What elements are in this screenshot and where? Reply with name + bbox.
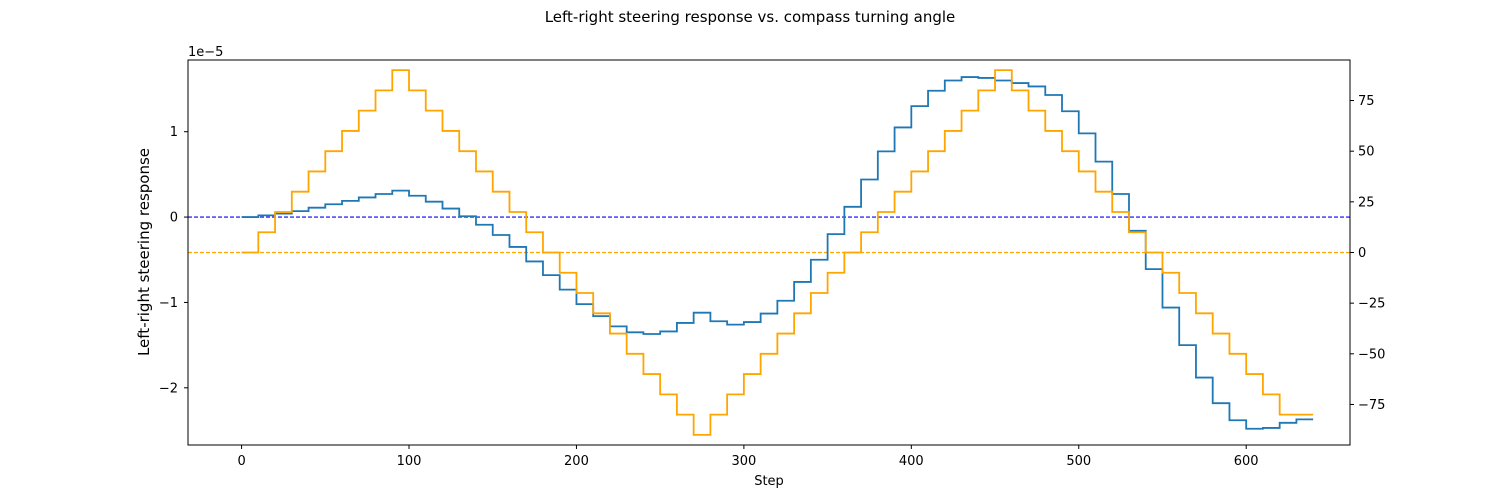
- y2-tick-label: 75: [1358, 94, 1375, 109]
- series-layer: [241, 69, 1314, 436]
- y-axis-ticks: −2 −1 0 1: [159, 125, 188, 396]
- x-tick-label: 300: [731, 454, 756, 469]
- series-line-right: [241, 69, 1314, 436]
- y-tick-label: −1: [159, 296, 178, 311]
- x-axis-title: Step: [754, 474, 784, 489]
- y-tick-label: 0: [170, 211, 178, 226]
- y2-tick-label: −75: [1358, 398, 1385, 413]
- x-tick-label: 500: [1066, 454, 1091, 469]
- x-tick-label: 0: [237, 454, 245, 469]
- y2-tick-label: 25: [1358, 195, 1375, 210]
- x-tick-label: 100: [397, 454, 422, 469]
- plot-frame: [187, 59, 1351, 446]
- y-tick-label: −2: [159, 381, 178, 396]
- y-axis-title: Left-right steering response: [135, 148, 153, 356]
- y2-tick-label: −25: [1358, 297, 1385, 312]
- y2-tick-label: −50: [1358, 347, 1385, 362]
- x-tick-label: 200: [564, 454, 589, 469]
- y-tick-label: 1: [170, 125, 178, 140]
- x-tick-label: 600: [1234, 454, 1259, 469]
- y2-tick-label: 0: [1358, 246, 1366, 261]
- y2-tick-label: 50: [1358, 145, 1375, 160]
- reference-lines: [188, 216, 1350, 254]
- y2-axis-ticks: −75 −50 −25 0 25 50 75: [1350, 94, 1385, 413]
- x-axis-ticks: 0 100 200 300 400 500 600: [237, 445, 1259, 469]
- x-tick-label: 400: [899, 454, 924, 469]
- chart-title: Left-right steering response vs. compass…: [545, 8, 956, 26]
- y-offset-text: 1e−5: [188, 45, 223, 60]
